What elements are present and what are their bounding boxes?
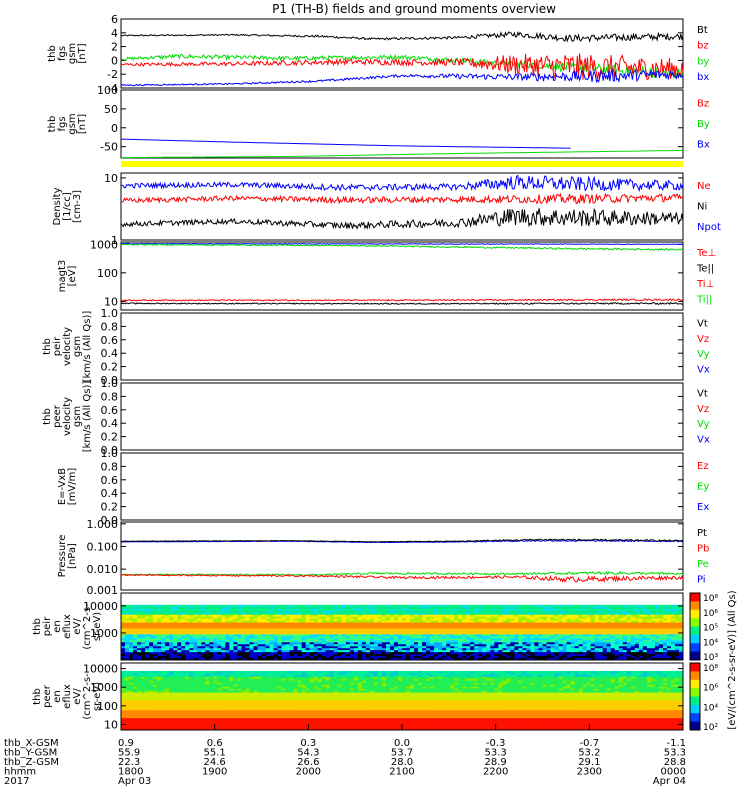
pressure-ytick-label: 0.100 bbox=[87, 540, 119, 553]
pressure-legend-3: Pi bbox=[697, 574, 706, 585]
peir_velocity-ytick-label: 1.0 bbox=[101, 307, 119, 320]
pressure-legend-2: Pe bbox=[697, 559, 709, 570]
efield-legend-2: Ex bbox=[697, 502, 709, 513]
pressure-ytick-label: 0.001 bbox=[87, 584, 119, 597]
peer_velocity-frame bbox=[121, 383, 683, 450]
temperature-ylabel: [eV] bbox=[67, 266, 78, 287]
fgs-ytick-label: 2 bbox=[111, 41, 118, 54]
temperature-legend-3: Ti|| bbox=[696, 294, 712, 305]
efield-legend-0: Ez bbox=[697, 461, 709, 472]
peir_eflux-spectrogram bbox=[121, 593, 684, 661]
pressure-ylabel: [nPa] bbox=[67, 543, 78, 569]
efield-ytick-label: 0.8 bbox=[101, 460, 119, 473]
fgs-ylabel: [nT] bbox=[77, 43, 88, 63]
fgs_large-ytick-label: 50 bbox=[104, 103, 118, 116]
density-ylabel: [cm-3] bbox=[72, 190, 83, 223]
density-legend-0: Ne bbox=[697, 181, 711, 192]
fgs_large-legend-2: Bx bbox=[697, 140, 710, 151]
temperature-legend-1: Te|| bbox=[696, 263, 714, 274]
chart-title: P1 (TH-B) fields and ground moments over… bbox=[272, 2, 556, 16]
peer_velocity-ytick-label: 0.8 bbox=[101, 390, 119, 403]
temperature-series-0 bbox=[121, 243, 683, 244]
temperature-series-2 bbox=[121, 299, 683, 301]
peir_velocity-frame bbox=[121, 313, 683, 380]
fgs_large-legend-1: By bbox=[697, 119, 710, 130]
density-ytick-label: 10 bbox=[104, 172, 118, 185]
efield-ytick-label: 0.6 bbox=[101, 474, 119, 487]
peer_eflux-spectrogram bbox=[121, 663, 684, 731]
peer_velocity-legend-3: Vx bbox=[697, 434, 710, 445]
peir_velocity-ytick-label: 0.2 bbox=[101, 361, 119, 374]
fgs-frame bbox=[121, 19, 683, 88]
fgs_large-series-1 bbox=[121, 139, 571, 148]
fgs-ytick-label: 6 bbox=[111, 13, 118, 26]
peir_velocity-ytick-label: 0.4 bbox=[101, 347, 119, 360]
temperature-series-3 bbox=[121, 303, 683, 305]
fgs-series-0 bbox=[121, 32, 683, 41]
peir_velocity-ytick-label: 0.6 bbox=[101, 334, 119, 347]
density-series-1 bbox=[121, 194, 683, 204]
fgs_large-ytick-label: 0 bbox=[111, 122, 118, 135]
density-legend-2: Npot bbox=[697, 222, 721, 233]
peer_velocity-ytick-label: 0.4 bbox=[101, 417, 119, 430]
pressure-series-2 bbox=[121, 572, 683, 576]
peir_velocity-legend-3: Vx bbox=[697, 364, 710, 375]
fgs-ytick-label: 4 bbox=[111, 27, 118, 40]
peir_velocity-ylabel: [km/s (All Qs)] bbox=[82, 311, 93, 383]
temperature-legend-0: Te⊥ bbox=[696, 248, 716, 259]
peer_velocity-legend-0: Vt bbox=[697, 389, 708, 400]
pressure-ytick-label: 1.000 bbox=[87, 518, 119, 531]
fgs_large-legend-0: Bz bbox=[697, 98, 709, 109]
fgs-legend-3: bx bbox=[697, 72, 709, 83]
density-legend-1: Ni bbox=[697, 202, 707, 213]
peer_velocity-ytick-label: 0.6 bbox=[101, 404, 119, 417]
density-series-2 bbox=[121, 208, 683, 229]
efield-ytick-label: 0.4 bbox=[101, 487, 119, 500]
peer_velocity-ytick-label: 0.2 bbox=[101, 431, 119, 444]
fgs-legend-2: by bbox=[697, 56, 709, 67]
density-series-0 bbox=[121, 176, 683, 191]
fgs-ytick-label: 0 bbox=[111, 54, 118, 67]
fgs-ytick-label: -2 bbox=[107, 68, 118, 81]
peir_velocity-legend-2: Vy bbox=[697, 349, 710, 360]
fgs_large-ytick-label: 100 bbox=[97, 84, 118, 97]
efield-ylabel: [mV/m] bbox=[67, 468, 78, 506]
pressure-legend-0: Pt bbox=[697, 528, 707, 539]
pressure-legend-1: Pb bbox=[697, 543, 709, 554]
temperature-ytick-label: 100 bbox=[97, 267, 118, 280]
fgs_large-ytick-label: -50 bbox=[100, 141, 118, 154]
temperature-series-1 bbox=[121, 244, 683, 250]
temperature-legend-2: Ti⊥ bbox=[696, 279, 714, 290]
peir_velocity-ytick-label: 0.8 bbox=[101, 320, 119, 333]
peer_velocity-legend-1: Vz bbox=[697, 404, 709, 415]
peir_velocity-legend-1: Vz bbox=[697, 334, 709, 345]
efield-frame bbox=[121, 453, 683, 520]
temperature-ytick-label: 1000 bbox=[90, 238, 118, 251]
pressure-series-3 bbox=[121, 574, 683, 582]
peir_eflux-ylabel: sr-eV) bbox=[92, 612, 103, 641]
peer_velocity-legend-2: Vy bbox=[697, 419, 710, 430]
fgs_large-frame bbox=[121, 90, 683, 158]
peer_velocity-ylabel: [km/s (All Qs)] bbox=[82, 381, 93, 453]
fgs_large-ylabel: [nT] bbox=[77, 114, 88, 134]
fgs_large-series-0 bbox=[121, 150, 683, 157]
fgs-legend-0: Bt bbox=[697, 25, 708, 36]
pressure-ytick-label: 0.010 bbox=[87, 563, 119, 576]
peir_velocity-legend-0: Vt bbox=[697, 319, 708, 330]
efield-legend-1: Ey bbox=[697, 482, 709, 493]
fgs-legend-1: bz bbox=[697, 41, 709, 52]
peer_velocity-ytick-label: 1.0 bbox=[101, 377, 119, 390]
efield-ytick-label: 1.0 bbox=[101, 447, 119, 460]
efield-ytick-label: 0.2 bbox=[101, 501, 119, 514]
